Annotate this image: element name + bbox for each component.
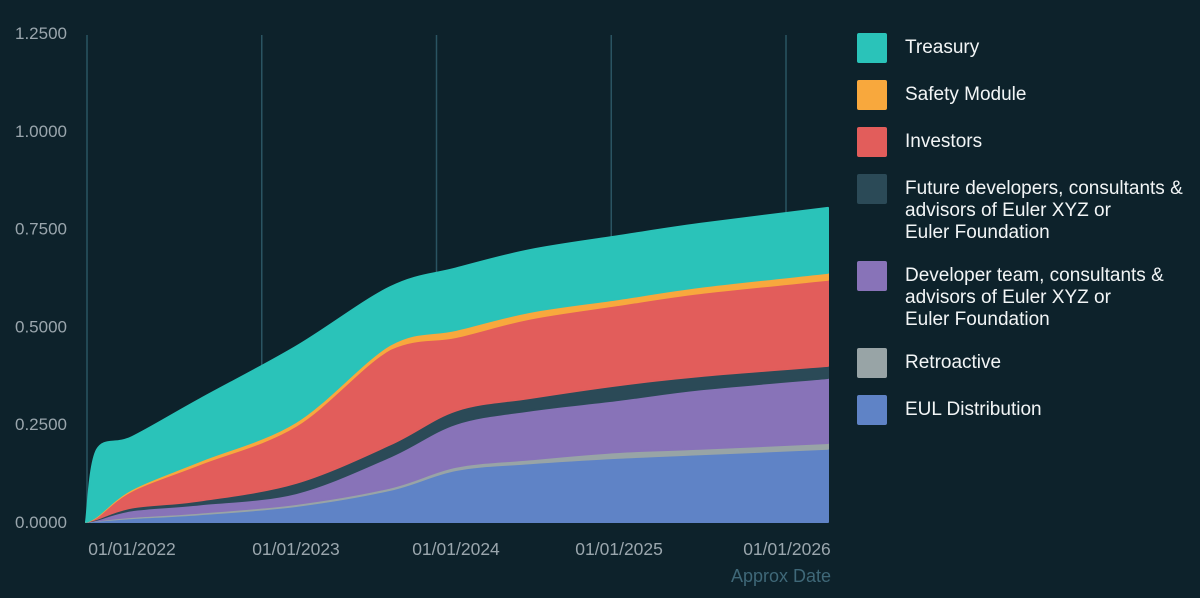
legend-label-line: advisors of Euler XYZ or [905,200,1111,221]
chart-legend: Treasury Safety Module Investors Future … [857,33,1197,442]
retroactive-swatch-icon [857,348,887,378]
y-tick-label: 0.0000 [15,513,67,532]
legend-item-investors[interactable]: Investors [857,127,1197,157]
developer-team-swatch-icon [857,261,887,291]
x-axis-title: Approx Date [731,566,831,586]
legend-label-line: Investors [905,131,983,152]
x-tick-label: 01/01/2023 [252,539,340,559]
legend-label-line: Future developers, consultants & [905,178,1183,199]
legend-label-line: Retroactive [905,352,1002,373]
legend-label-line: EUL Distribution [905,399,1042,420]
legend-label: Investors [905,127,982,153]
x-tick-label: 01/01/2022 [88,539,176,559]
treasury-swatch-icon [857,33,887,63]
y-tick-label: 0.2500 [15,415,67,434]
y-tick-label: 1.2500 [15,24,67,43]
legend-item-safety-module[interactable]: Safety Module [857,80,1197,110]
legend-label: EUL Distribution [905,395,1042,421]
y-tick-label: 0.7500 [15,220,67,239]
legend-item-retroactive[interactable]: Retroactive [857,348,1197,378]
legend-label: Future developers, consultants & advisors… [905,174,1183,244]
legend-label-line: Treasury [905,37,980,58]
legend-label-line: Developer team, consultants & [905,265,1164,286]
legend-label-line: Safety Module [905,84,1027,105]
future-developers-swatch-icon [857,174,887,204]
legend-label-line: Euler Foundation [905,222,1050,243]
legend-label: Safety Module [905,80,1026,106]
y-tick-label: 0.5000 [15,317,67,336]
area-treasury [85,206,829,523]
legend-label: Developer team, consultants & advisors of… [905,261,1164,331]
legend-label: Treasury [905,33,979,59]
x-tick-label: 01/01/2024 [412,539,500,559]
legend-item-future-developers[interactable]: Future developers, consultants & advisors… [857,174,1197,244]
legend-label: Retroactive [905,348,1001,374]
eul-distribution-swatch-icon [857,395,887,425]
legend-item-treasury[interactable]: Treasury [857,33,1197,63]
x-tick-label: 01/01/2025 [575,539,663,559]
legend-item-developer-team[interactable]: Developer team, consultants & advisors of… [857,261,1197,331]
legend-item-eul-distribution[interactable]: EUL Distribution [857,395,1197,425]
safety-module-swatch-icon [857,80,887,110]
investors-swatch-icon [857,127,887,157]
legend-label-line: advisors of Euler XYZ or [905,287,1111,308]
y-tick-label: 1.0000 [15,122,67,141]
legend-label-line: Euler Foundation [905,309,1050,330]
x-tick-label: 01/01/2026 [743,539,831,559]
